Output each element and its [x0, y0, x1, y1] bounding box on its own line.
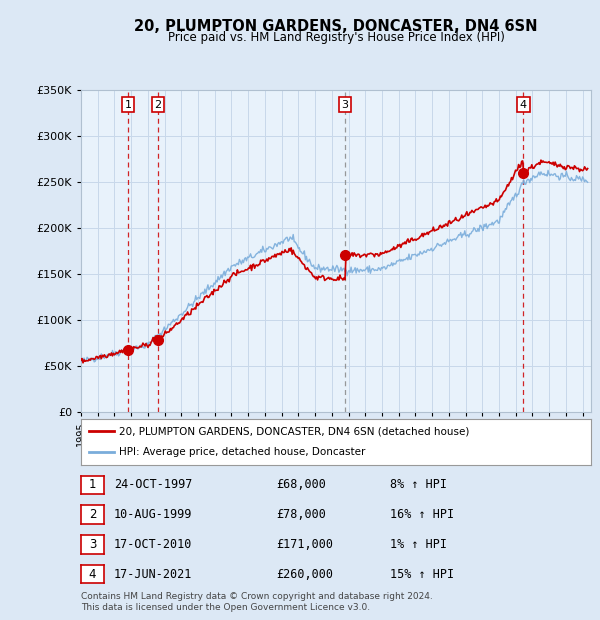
Text: 10-AUG-1999: 10-AUG-1999: [114, 508, 193, 521]
Text: 4: 4: [89, 568, 96, 580]
Text: 20, PLUMPTON GARDENS, DONCASTER, DN4 6SN: 20, PLUMPTON GARDENS, DONCASTER, DN4 6SN: [134, 19, 538, 33]
Text: £260,000: £260,000: [276, 568, 333, 580]
Text: 3: 3: [89, 538, 96, 551]
Text: £78,000: £78,000: [276, 508, 326, 521]
Text: 24-OCT-1997: 24-OCT-1997: [114, 479, 193, 491]
Text: 20, PLUMPTON GARDENS, DONCASTER, DN4 6SN (detached house): 20, PLUMPTON GARDENS, DONCASTER, DN4 6SN…: [119, 426, 470, 436]
Text: £171,000: £171,000: [276, 538, 333, 551]
Text: Price paid vs. HM Land Registry's House Price Index (HPI): Price paid vs. HM Land Registry's House …: [167, 31, 505, 44]
Text: £68,000: £68,000: [276, 479, 326, 491]
Text: 1% ↑ HPI: 1% ↑ HPI: [390, 538, 447, 551]
Text: 17-OCT-2010: 17-OCT-2010: [114, 538, 193, 551]
Text: 8% ↑ HPI: 8% ↑ HPI: [390, 479, 447, 491]
Text: 1: 1: [125, 100, 131, 110]
Text: 2: 2: [155, 100, 161, 110]
Text: 2: 2: [89, 508, 96, 521]
Text: 4: 4: [520, 100, 527, 110]
Text: 3: 3: [341, 100, 349, 110]
Text: HPI: Average price, detached house, Doncaster: HPI: Average price, detached house, Donc…: [119, 448, 365, 458]
Text: Contains HM Land Registry data © Crown copyright and database right 2024.
This d: Contains HM Land Registry data © Crown c…: [81, 592, 433, 611]
Text: 17-JUN-2021: 17-JUN-2021: [114, 568, 193, 580]
Text: 1: 1: [89, 479, 96, 491]
Text: 16% ↑ HPI: 16% ↑ HPI: [390, 508, 454, 521]
Text: 15% ↑ HPI: 15% ↑ HPI: [390, 568, 454, 580]
